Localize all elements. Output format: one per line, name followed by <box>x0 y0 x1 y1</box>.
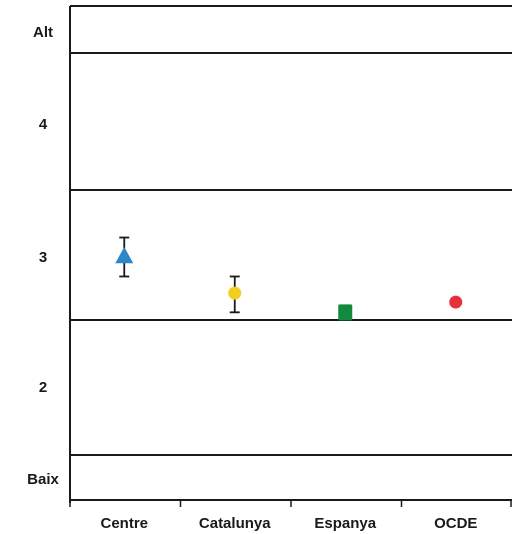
x-category-label: OCDE <box>434 515 477 532</box>
point-catalunya-marker <box>228 286 242 300</box>
point-espanya-marker <box>338 304 353 321</box>
y-level-label: 4 <box>39 116 48 133</box>
y-level-labels: Alt 4 3 2 Baix <box>27 24 59 488</box>
x-category-labels: Centre Catalunya Espanya OCDE <box>100 515 477 532</box>
band-lines <box>70 5 512 456</box>
x-ticks <box>69 500 512 507</box>
axes <box>69 6 512 503</box>
point-ocde-marker <box>449 295 463 309</box>
y-level-label: Baix <box>27 471 59 488</box>
x-category-label: Espanya <box>314 515 376 532</box>
data-points <box>115 236 463 321</box>
y-level-label: 3 <box>39 249 47 266</box>
x-category-label: Catalunya <box>199 515 271 532</box>
x-category-label: Centre <box>100 515 148 532</box>
y-level-label: 2 <box>39 379 47 396</box>
y-level-label: Alt <box>33 24 53 41</box>
point-centre-marker <box>115 247 134 264</box>
